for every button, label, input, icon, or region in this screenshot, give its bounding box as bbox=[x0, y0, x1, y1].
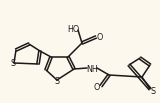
Text: HO: HO bbox=[67, 25, 79, 33]
Text: O: O bbox=[97, 33, 103, 42]
Text: S: S bbox=[150, 87, 156, 95]
Text: S: S bbox=[54, 77, 60, 87]
Text: S: S bbox=[10, 60, 16, 68]
Text: O: O bbox=[94, 84, 100, 92]
Text: NH: NH bbox=[86, 64, 98, 74]
